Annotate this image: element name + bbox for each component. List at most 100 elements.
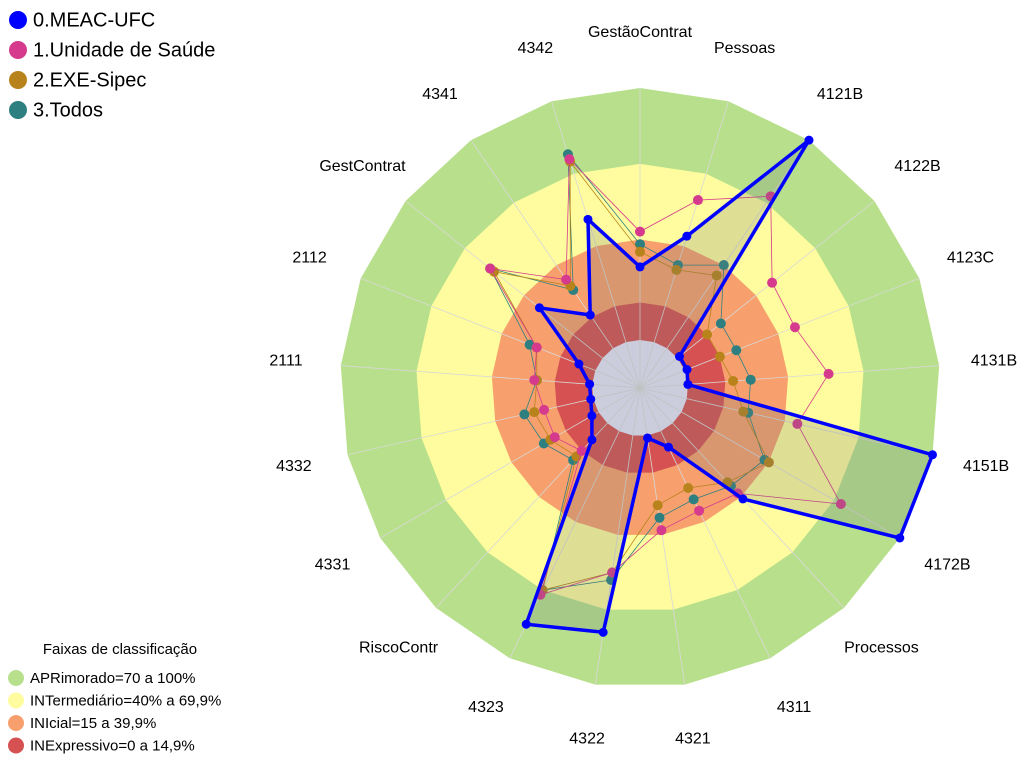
data-point xyxy=(792,418,803,429)
data-point xyxy=(711,270,722,281)
data-point xyxy=(835,498,846,509)
axis-label: 4331 xyxy=(315,557,351,574)
data-point xyxy=(718,260,729,271)
spoke xyxy=(639,101,729,389)
series-line xyxy=(489,158,842,596)
data-point xyxy=(745,374,756,385)
data-point xyxy=(635,226,645,237)
data-point xyxy=(529,375,540,386)
axis-label: 4172B xyxy=(924,557,970,574)
band-legend-swatch xyxy=(8,715,24,731)
data-point xyxy=(683,483,694,494)
axis-label: 4123C xyxy=(947,250,994,267)
data-point xyxy=(688,494,699,505)
band-legend-title: Faixas de classificação xyxy=(43,641,197,658)
data-point xyxy=(574,359,584,369)
spoke xyxy=(379,387,641,539)
series-line xyxy=(489,153,765,591)
data-point xyxy=(731,345,742,356)
data-point xyxy=(804,135,814,145)
data-point xyxy=(587,435,597,445)
band-legend-swatch xyxy=(8,670,24,686)
spoke xyxy=(435,387,641,609)
axis-label: GestContrat xyxy=(319,158,406,175)
spoke xyxy=(470,139,641,389)
band-legend-swatch xyxy=(8,692,24,709)
data-point xyxy=(585,379,595,389)
data-point xyxy=(635,262,645,272)
data-point xyxy=(663,442,673,452)
legend-swatch xyxy=(9,101,27,119)
axis-label: 4342 xyxy=(518,40,554,57)
data-point xyxy=(671,264,682,275)
data-point xyxy=(767,277,778,288)
data-point xyxy=(715,318,726,329)
data-point xyxy=(738,406,749,417)
spoke xyxy=(551,101,641,389)
data-point xyxy=(583,214,593,224)
data-point xyxy=(728,376,739,387)
data-point xyxy=(561,274,572,285)
data-point xyxy=(714,351,725,362)
data-point xyxy=(586,394,596,404)
axis-label: RiscoContr xyxy=(359,639,439,656)
data-point xyxy=(485,263,496,274)
legend-label: 1.Unidade de Saúde xyxy=(33,39,215,61)
data-point xyxy=(564,154,575,165)
data-point xyxy=(674,352,684,362)
band-legend-label: INTermediário=40% a 69,9% xyxy=(30,692,221,709)
axis-label: 4121B xyxy=(817,86,863,103)
data-point xyxy=(683,379,693,389)
data-point xyxy=(521,619,531,629)
series-line xyxy=(493,161,770,591)
data-point xyxy=(635,246,645,257)
band-legend-swatch xyxy=(8,737,24,754)
axis-label: 4151B xyxy=(963,458,1009,475)
axis-label: 4131B xyxy=(971,353,1017,370)
data-point xyxy=(895,533,905,543)
data-point xyxy=(534,303,544,313)
series-line xyxy=(524,138,935,635)
axis-label: 4322 xyxy=(569,730,605,747)
band-legend-label: INExpressivo=0 a 14,9% xyxy=(30,737,195,754)
axis-label: GestãoContrat xyxy=(588,24,693,41)
spoke xyxy=(360,278,641,389)
data-point xyxy=(702,329,713,340)
axis-label: 4341 xyxy=(422,86,458,103)
spoke xyxy=(639,387,771,659)
data-point xyxy=(531,342,542,353)
data-point xyxy=(763,457,774,468)
axis-label: 4321 xyxy=(675,730,711,747)
spoke xyxy=(405,200,641,389)
legend-label: 0.MEAC-UFC xyxy=(33,9,155,31)
axis-label: 2111 xyxy=(269,353,302,370)
axis-label: Pessoas xyxy=(714,40,775,57)
axis-label: Processos xyxy=(844,639,919,656)
axis-label: 4323 xyxy=(468,699,504,716)
data-point xyxy=(585,310,595,320)
data-point xyxy=(823,368,834,379)
spoke xyxy=(639,387,933,456)
axis-label: 4122B xyxy=(894,158,940,175)
band-legend-label: APRimorado=70 a 100% xyxy=(30,670,196,687)
data-point xyxy=(635,239,645,250)
data-point xyxy=(598,627,608,637)
legend-swatch xyxy=(9,11,27,29)
data-point xyxy=(549,432,560,443)
data-point xyxy=(738,494,748,504)
data-point xyxy=(519,409,530,420)
legend-label: 3.Todos xyxy=(33,99,103,121)
legend-swatch xyxy=(9,41,27,59)
data-point xyxy=(694,505,705,516)
data-point xyxy=(682,231,692,241)
data-point xyxy=(789,322,800,333)
data-point xyxy=(682,365,692,375)
legend-label: 2.EXE-Sipec xyxy=(33,69,146,91)
data-point xyxy=(652,500,663,511)
data-point xyxy=(692,195,703,206)
band-legend-label: INIcial=15 a 39,9% xyxy=(30,715,156,732)
data-point xyxy=(587,411,597,421)
axis-label: 4311 xyxy=(777,699,812,716)
data-point xyxy=(927,450,937,460)
